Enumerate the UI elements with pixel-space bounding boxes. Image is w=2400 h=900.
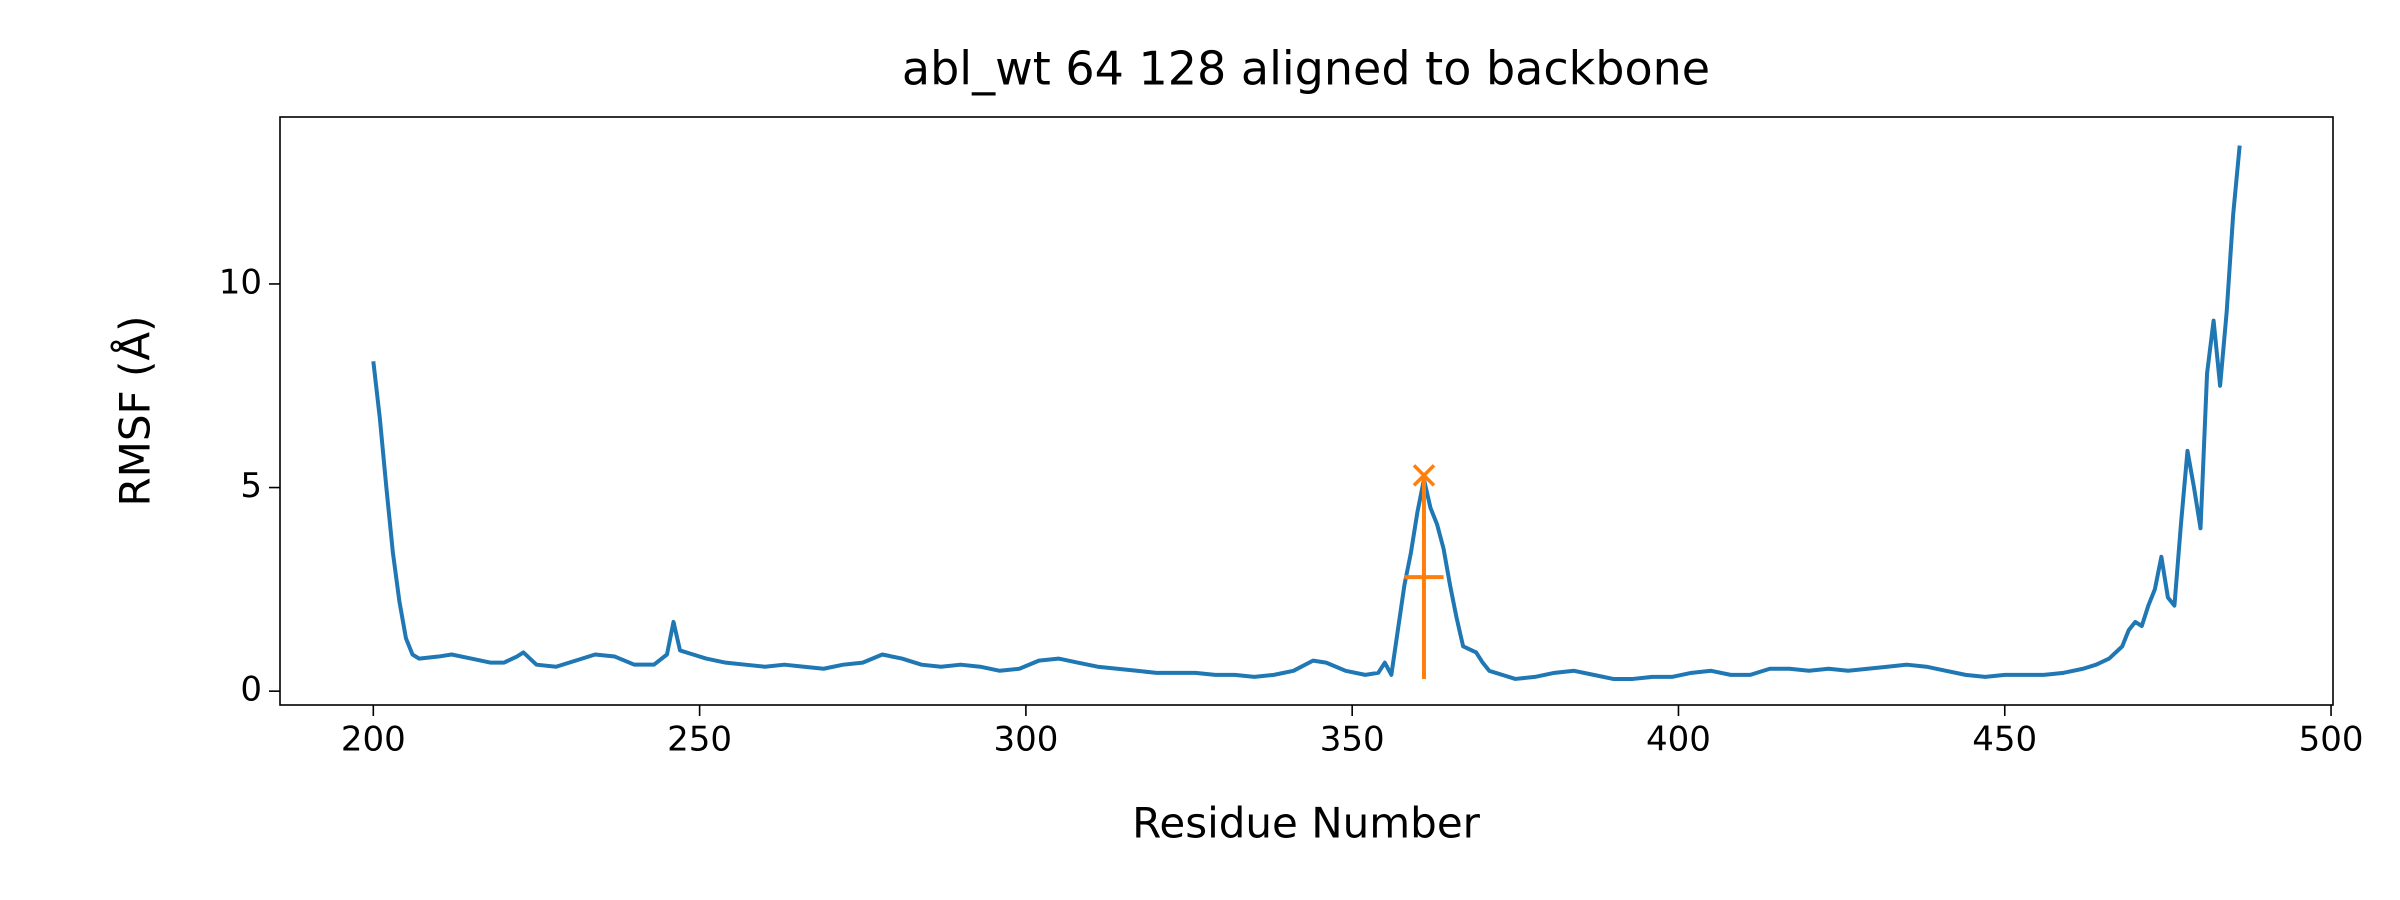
x-tick-label: 200 xyxy=(341,720,406,760)
x-tick-label: 350 xyxy=(1320,720,1385,760)
x-tick-label: 300 xyxy=(993,720,1058,760)
chart-title: abl_wt 64 128 aligned to backbone xyxy=(902,42,1710,96)
y-tick-label: 10 xyxy=(219,262,262,302)
data-line xyxy=(371,145,2242,681)
y-axis-label: RMSF (Å) xyxy=(110,315,160,506)
x-axis-label: Residue Number xyxy=(1132,799,1481,848)
x-tick-label: 250 xyxy=(667,720,732,760)
plot-frame xyxy=(279,116,2334,706)
x-tick-label: 400 xyxy=(1646,720,1711,760)
x-tick-label: 500 xyxy=(2299,720,2364,760)
y-tick-label: 5 xyxy=(240,466,262,506)
y-tick-label: 0 xyxy=(240,670,262,710)
x-tick-label: 450 xyxy=(1972,720,2037,760)
marker-x xyxy=(1412,464,1436,487)
